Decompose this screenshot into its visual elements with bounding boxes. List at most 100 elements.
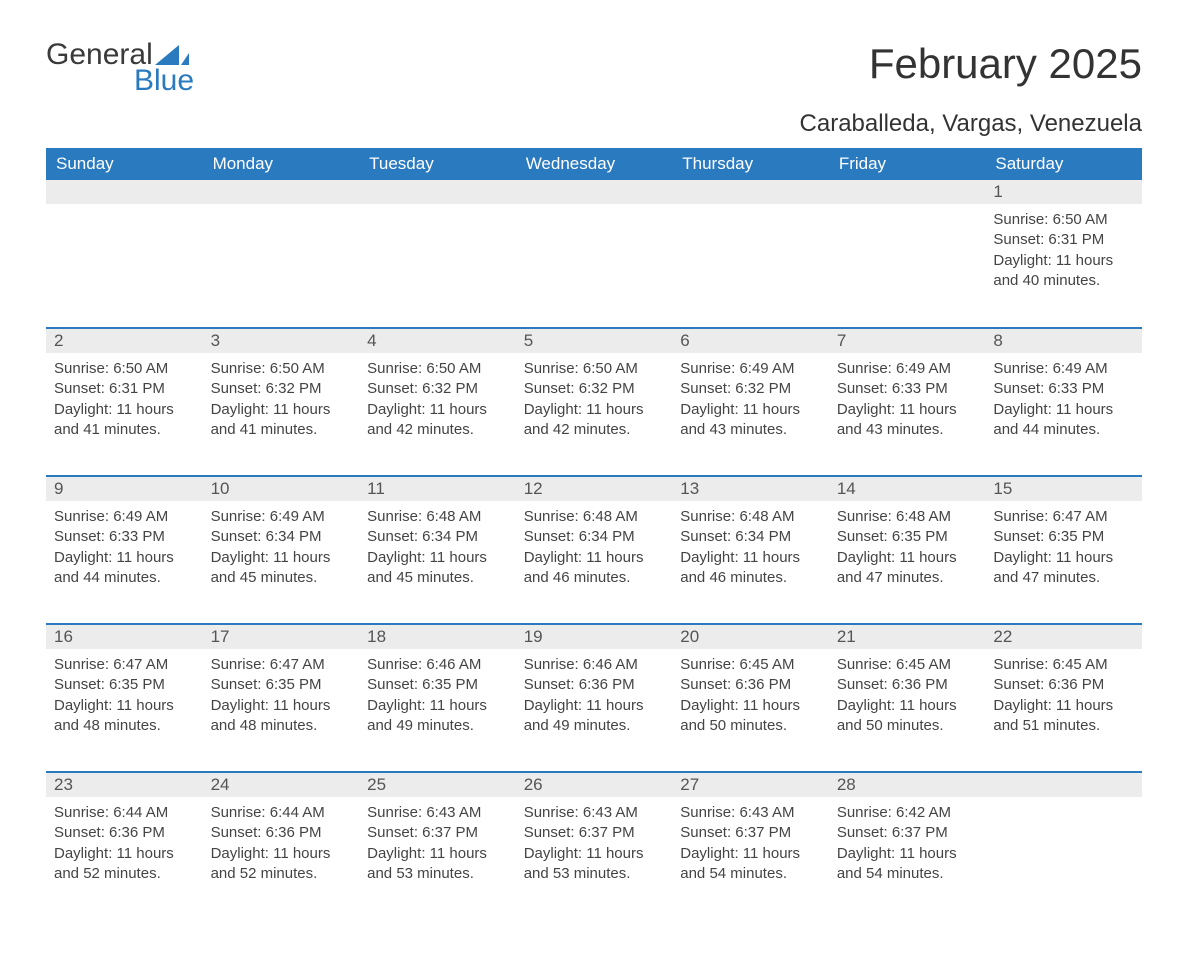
- day-number: 2: [46, 329, 203, 353]
- day-details: Sunrise: 6:47 AMSunset: 6:35 PMDaylight:…: [46, 649, 203, 740]
- sunset-text: Sunset: 6:34 PM: [524, 527, 665, 547]
- calendar-day-cell: 9Sunrise: 6:49 AMSunset: 6:33 PMDaylight…: [46, 476, 203, 624]
- daylight-text: Daylight: 11 hours and 47 minutes.: [993, 548, 1134, 589]
- daylight-text: Daylight: 11 hours and 44 minutes.: [993, 400, 1134, 441]
- day-details: Sunrise: 6:42 AMSunset: 6:37 PMDaylight:…: [829, 797, 986, 888]
- calendar-day-cell: [829, 180, 986, 328]
- day-details: Sunrise: 6:49 AMSunset: 6:34 PMDaylight:…: [203, 501, 360, 592]
- day-number: 16: [46, 625, 203, 649]
- day-number: [829, 180, 986, 204]
- day-details: Sunrise: 6:50 AMSunset: 6:31 PMDaylight:…: [46, 353, 203, 444]
- sunset-text: Sunset: 6:36 PM: [524, 675, 665, 695]
- daylight-text: Daylight: 11 hours and 41 minutes.: [54, 400, 195, 441]
- daylight-text: Daylight: 11 hours and 45 minutes.: [367, 548, 508, 589]
- calendar-day-cell: [985, 772, 1142, 920]
- day-details: Sunrise: 6:48 AMSunset: 6:35 PMDaylight:…: [829, 501, 986, 592]
- calendar-day-cell: 13Sunrise: 6:48 AMSunset: 6:34 PMDayligh…: [672, 476, 829, 624]
- calendar-day-cell: 1Sunrise: 6:50 AMSunset: 6:31 PMDaylight…: [985, 180, 1142, 328]
- day-details: Sunrise: 6:49 AMSunset: 6:32 PMDaylight:…: [672, 353, 829, 444]
- brand-logo: General Blue: [46, 40, 194, 96]
- day-details: Sunrise: 6:45 AMSunset: 6:36 PMDaylight:…: [985, 649, 1142, 740]
- calendar-day-cell: 24Sunrise: 6:44 AMSunset: 6:36 PMDayligh…: [203, 772, 360, 920]
- day-number: [359, 180, 516, 204]
- calendar-day-cell: [516, 180, 673, 328]
- day-number: [203, 180, 360, 204]
- sunrise-text: Sunrise: 6:43 AM: [680, 803, 821, 823]
- daylight-text: Daylight: 11 hours and 51 minutes.: [993, 696, 1134, 737]
- day-number: 23: [46, 773, 203, 797]
- calendar-day-cell: 12Sunrise: 6:48 AMSunset: 6:34 PMDayligh…: [516, 476, 673, 624]
- day-number: 28: [829, 773, 986, 797]
- daylight-text: Daylight: 11 hours and 48 minutes.: [54, 696, 195, 737]
- calendar-day-cell: [672, 180, 829, 328]
- day-number: 8: [985, 329, 1142, 353]
- daylight-text: Daylight: 11 hours and 46 minutes.: [680, 548, 821, 589]
- daylight-text: Daylight: 11 hours and 54 minutes.: [837, 844, 978, 885]
- day-number: 24: [203, 773, 360, 797]
- sunset-text: Sunset: 6:33 PM: [993, 379, 1134, 399]
- sunset-text: Sunset: 6:31 PM: [54, 379, 195, 399]
- calendar-day-cell: 16Sunrise: 6:47 AMSunset: 6:35 PMDayligh…: [46, 624, 203, 772]
- day-number: 12: [516, 477, 673, 501]
- sunset-text: Sunset: 6:36 PM: [993, 675, 1134, 695]
- daylight-text: Daylight: 11 hours and 42 minutes.: [367, 400, 508, 441]
- day-number: 19: [516, 625, 673, 649]
- daylight-text: Daylight: 11 hours and 50 minutes.: [680, 696, 821, 737]
- daylight-text: Daylight: 11 hours and 44 minutes.: [54, 548, 195, 589]
- sunset-text: Sunset: 6:34 PM: [680, 527, 821, 547]
- sunrise-text: Sunrise: 6:50 AM: [54, 359, 195, 379]
- sunrise-text: Sunrise: 6:45 AM: [993, 655, 1134, 675]
- calendar-day-cell: 21Sunrise: 6:45 AMSunset: 6:36 PMDayligh…: [829, 624, 986, 772]
- day-number: 9: [46, 477, 203, 501]
- daylight-text: Daylight: 11 hours and 54 minutes.: [680, 844, 821, 885]
- calendar-body: 1Sunrise: 6:50 AMSunset: 6:31 PMDaylight…: [46, 180, 1142, 920]
- sunrise-text: Sunrise: 6:49 AM: [993, 359, 1134, 379]
- calendar-day-cell: 19Sunrise: 6:46 AMSunset: 6:36 PMDayligh…: [516, 624, 673, 772]
- daylight-text: Daylight: 11 hours and 52 minutes.: [211, 844, 352, 885]
- calendar-day-cell: 27Sunrise: 6:43 AMSunset: 6:37 PMDayligh…: [672, 772, 829, 920]
- calendar-day-cell: 4Sunrise: 6:50 AMSunset: 6:32 PMDaylight…: [359, 328, 516, 476]
- daylight-text: Daylight: 11 hours and 48 minutes.: [211, 696, 352, 737]
- sunset-text: Sunset: 6:32 PM: [211, 379, 352, 399]
- calendar-day-cell: 18Sunrise: 6:46 AMSunset: 6:35 PMDayligh…: [359, 624, 516, 772]
- sunrise-text: Sunrise: 6:49 AM: [680, 359, 821, 379]
- day-number: 5: [516, 329, 673, 353]
- sunrise-text: Sunrise: 6:49 AM: [211, 507, 352, 527]
- sunset-text: Sunset: 6:36 PM: [837, 675, 978, 695]
- sunrise-text: Sunrise: 6:48 AM: [837, 507, 978, 527]
- sunrise-text: Sunrise: 6:44 AM: [54, 803, 195, 823]
- sunset-text: Sunset: 6:35 PM: [837, 527, 978, 547]
- day-details: Sunrise: 6:50 AMSunset: 6:32 PMDaylight:…: [516, 353, 673, 444]
- day-number: 4: [359, 329, 516, 353]
- sunrise-text: Sunrise: 6:42 AM: [837, 803, 978, 823]
- calendar-week-row: 2Sunrise: 6:50 AMSunset: 6:31 PMDaylight…: [46, 328, 1142, 476]
- calendar-day-cell: 15Sunrise: 6:47 AMSunset: 6:35 PMDayligh…: [985, 476, 1142, 624]
- calendar-week-row: 1Sunrise: 6:50 AMSunset: 6:31 PMDaylight…: [46, 180, 1142, 328]
- day-number: 21: [829, 625, 986, 649]
- calendar-day-cell: 17Sunrise: 6:47 AMSunset: 6:35 PMDayligh…: [203, 624, 360, 772]
- day-details: Sunrise: 6:48 AMSunset: 6:34 PMDaylight:…: [672, 501, 829, 592]
- dow-tuesday: Tuesday: [359, 148, 516, 180]
- daylight-text: Daylight: 11 hours and 41 minutes.: [211, 400, 352, 441]
- sunrise-text: Sunrise: 6:50 AM: [524, 359, 665, 379]
- calendar-day-cell: 10Sunrise: 6:49 AMSunset: 6:34 PMDayligh…: [203, 476, 360, 624]
- sunrise-text: Sunrise: 6:50 AM: [993, 210, 1134, 230]
- sunset-text: Sunset: 6:35 PM: [367, 675, 508, 695]
- day-number: [672, 180, 829, 204]
- day-details: Sunrise: 6:50 AMSunset: 6:32 PMDaylight:…: [203, 353, 360, 444]
- day-details: Sunrise: 6:49 AMSunset: 6:33 PMDaylight:…: [46, 501, 203, 592]
- sunrise-text: Sunrise: 6:47 AM: [54, 655, 195, 675]
- day-details: Sunrise: 6:44 AMSunset: 6:36 PMDaylight:…: [46, 797, 203, 888]
- dow-friday: Friday: [829, 148, 986, 180]
- daylight-text: Daylight: 11 hours and 42 minutes.: [524, 400, 665, 441]
- day-details: Sunrise: 6:45 AMSunset: 6:36 PMDaylight:…: [672, 649, 829, 740]
- calendar-day-cell: 28Sunrise: 6:42 AMSunset: 6:37 PMDayligh…: [829, 772, 986, 920]
- sunset-text: Sunset: 6:33 PM: [54, 527, 195, 547]
- daylight-text: Daylight: 11 hours and 45 minutes.: [211, 548, 352, 589]
- logo-word-blue: Blue: [46, 66, 194, 96]
- sunrise-text: Sunrise: 6:45 AM: [680, 655, 821, 675]
- calendar-day-cell: [46, 180, 203, 328]
- dow-sunday: Sunday: [46, 148, 203, 180]
- daylight-text: Daylight: 11 hours and 50 minutes.: [837, 696, 978, 737]
- calendar-day-cell: 3Sunrise: 6:50 AMSunset: 6:32 PMDaylight…: [203, 328, 360, 476]
